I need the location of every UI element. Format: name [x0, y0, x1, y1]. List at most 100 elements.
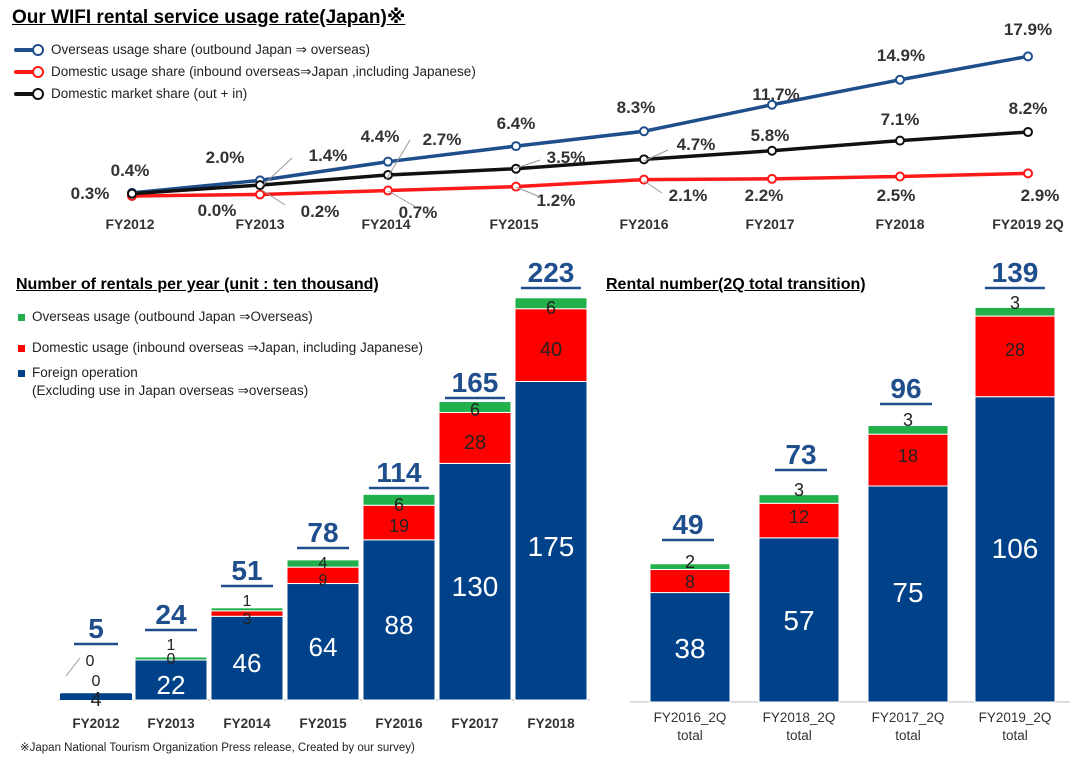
bar-total-1: 24 [155, 599, 187, 630]
q-seg-0-2 [867, 485, 949, 703]
bar-xtick-0: FY2012 [72, 716, 119, 731]
bar-xtick-3: FY2015 [299, 716, 347, 731]
bar-val-2-4: 6 [394, 495, 404, 515]
legend-blue-square [18, 370, 25, 377]
line-series-2 [131, 130, 1029, 196]
q-val-0-2: 75 [892, 577, 923, 608]
legend-domestic-label: Domestic usage share (inbound overseas⇒J… [51, 64, 476, 79]
bar-xtick-2: FY2014 [223, 716, 271, 731]
bar-leader-0 [65, 657, 81, 677]
leader-line-7 [643, 180, 663, 194]
line-label-1-5: 2.2% [745, 186, 784, 205]
line-label-0-1: 2.0% [206, 148, 245, 167]
bar-total-3: 78 [307, 517, 338, 548]
line-xtick-0: FY2012 [105, 216, 154, 232]
legend-overseas-marker [14, 44, 44, 56]
line-label-0-4: 8.3% [617, 98, 656, 117]
bar-val-2-5: 6 [470, 400, 480, 420]
bar-seg-1-6 [514, 308, 588, 383]
bar-val-0-5: 130 [452, 571, 499, 602]
line-series-1 [131, 171, 1029, 198]
line-label-0-2: 4.4% [361, 127, 400, 146]
q-xtick-3-1: total [1002, 728, 1028, 743]
bar-total-4: 114 [376, 457, 422, 488]
bar-seg-2-2 [210, 607, 284, 612]
q-xtick-0-1: total [677, 728, 703, 743]
leader-line-3 [643, 149, 669, 162]
legend-domestic-usage: Domestic usage (inbound overseas ⇒Japan,… [18, 339, 423, 357]
bar-total-2: 51 [231, 555, 262, 586]
bar-val-1-6: 40 [540, 339, 562, 361]
legend-market-label: Domestic market share (out + in) [51, 86, 248, 101]
q-val-2-0: 2 [685, 552, 695, 572]
line-label-1-4: 2.1% [669, 186, 708, 205]
leader-line-2 [513, 159, 541, 170]
bar-seg-0-4 [362, 539, 436, 701]
bar-val-2-3: 4 [319, 555, 328, 572]
bar-total-0: 5 [88, 613, 104, 644]
bar-val-1-5: 28 [464, 432, 486, 454]
q-val-1-0: 8 [685, 572, 695, 592]
bar-xtick-6: FY2018 [527, 716, 575, 731]
bar-val-1-3: 9 [319, 572, 328, 589]
bar-val-0-4: 88 [385, 610, 414, 640]
line-point-2-5 [767, 145, 777, 156]
line-point-2-1 [255, 180, 265, 191]
line-point-1-7 [1023, 168, 1033, 179]
line-xtick-6: FY2018 [875, 216, 924, 232]
q-val-0-3: 106 [992, 533, 1039, 564]
legend-overseas-usage: Overseas usage (outbound Japan ⇒Overseas… [18, 308, 313, 326]
line-label-2-4: 4.7% [677, 135, 716, 154]
q-xtick-3-0: FY2019_2Q [979, 710, 1052, 725]
q-xtick-2-0: FY2017_2Q [872, 710, 945, 725]
bar-xtick-1: FY2013 [147, 716, 195, 731]
legend-overseas-usage-label: Overseas usage (outbound Japan ⇒Overseas… [32, 309, 313, 324]
line-xtick-2: FY2014 [361, 216, 410, 232]
line-label-1-7: 2.9% [1021, 186, 1060, 205]
q-val-2-2: 3 [903, 410, 913, 430]
line-label-2-3: 3.5% [547, 148, 586, 167]
line-label-1-1: 0.2% [301, 202, 340, 221]
line-point-1-3 [511, 181, 521, 192]
bar-val-2-0: 0 [86, 653, 95, 670]
q-seg-2-3 [974, 306, 1056, 317]
legend-foreign-line2: (Excluding use in Japan overseas ⇒overse… [32, 383, 309, 398]
line-label-2-5: 5.8% [751, 126, 790, 145]
line-label-0-3: 6.4% [497, 114, 536, 133]
q-val-2-1: 3 [794, 480, 804, 500]
q-seg-2-2 [867, 425, 949, 435]
bar-seg-2-4 [362, 493, 436, 506]
line-label-1-2: 0.7% [399, 203, 438, 222]
bar-chart-title: Number of rentals per year (unit : ten t… [16, 276, 379, 293]
line-point-0-4 [639, 126, 649, 137]
leader-line-4 [261, 189, 286, 206]
bar-val-1-2: 3 [243, 611, 252, 628]
bar-seg-0-6 [514, 381, 588, 701]
legend-foreign-line1: Foreign operation [32, 365, 138, 380]
q-val-1-1: 12 [789, 507, 809, 527]
q-seg-2-0 [649, 563, 731, 571]
leader-line-5 [387, 190, 417, 208]
leader-line-0 [261, 157, 293, 187]
q-total-2: 96 [890, 373, 921, 404]
bar-total-6: 223 [528, 257, 575, 288]
q-seg-1-2 [867, 433, 949, 487]
line-label-0-7: 17.9% [1004, 20, 1052, 39]
q-chart-title: Rental number(2Q total transition) [606, 276, 866, 293]
bar-xtick-5: FY2017 [451, 716, 498, 731]
line-point-0-6 [895, 74, 905, 85]
q-xtick-1-1: total [786, 728, 812, 743]
bar-seg-base-0 [60, 694, 132, 700]
line-label-0-5: 11.7% [752, 85, 799, 104]
bar-seg-2-6 [514, 297, 588, 310]
bar-val-0-1: 22 [157, 670, 186, 700]
legend-domestic-marker [14, 66, 44, 78]
q-xtick-1-0: FY2018_2Q [763, 710, 836, 725]
bar-seg-2-1 [134, 656, 208, 661]
line-point-2-0 [127, 188, 137, 199]
bar-val-0-3: 64 [309, 632, 338, 662]
bar-val-0-2: 46 [233, 648, 262, 678]
q-seg-0-3 [974, 396, 1056, 703]
legend-foreign-operation: Foreign operation (Excluding use in Japa… [18, 364, 308, 400]
q-xtick-0-0: FY2016_2Q [654, 710, 727, 725]
